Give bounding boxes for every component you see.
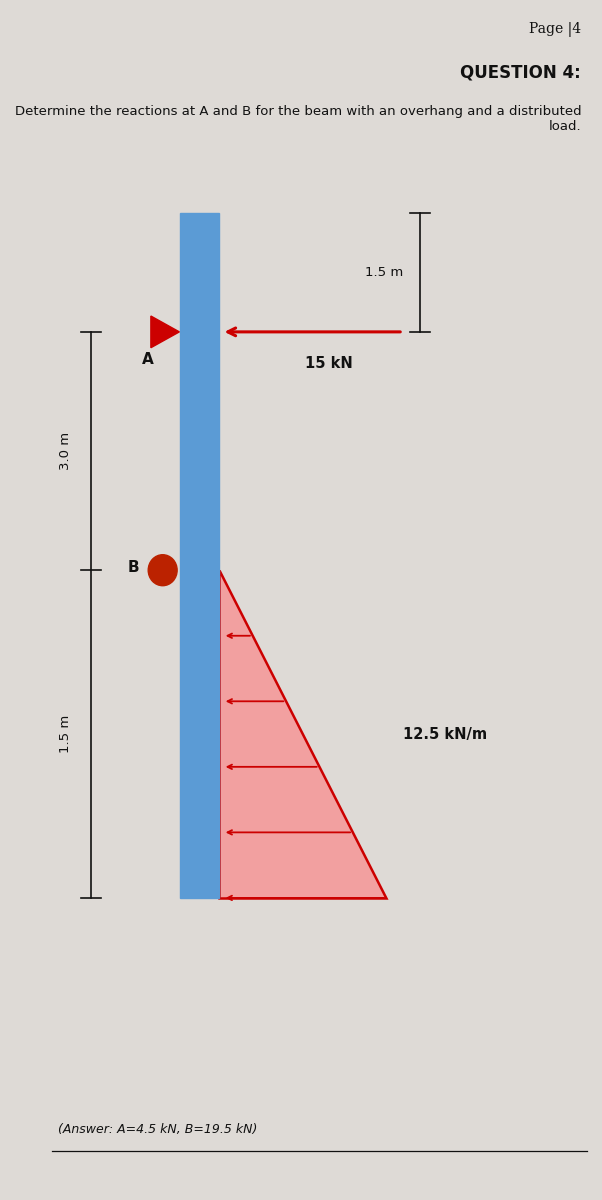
Polygon shape: [220, 570, 386, 898]
Bar: [181, 212, 220, 898]
Text: Determine the reactions at A and B for the beam with an overhang and a distribut: Determine the reactions at A and B for t…: [14, 106, 581, 133]
Text: A: A: [142, 353, 154, 367]
Polygon shape: [151, 316, 179, 348]
Circle shape: [148, 554, 177, 586]
Text: QUESTION 4:: QUESTION 4:: [461, 64, 581, 82]
Text: Page |4: Page |4: [529, 22, 581, 37]
Text: 1.5 m: 1.5 m: [59, 715, 72, 754]
Text: 1.5 m: 1.5 m: [365, 265, 403, 278]
Text: 12.5 kN/m: 12.5 kN/m: [403, 726, 487, 742]
Text: (Answer: A=4.5 kN, B=19.5 kN): (Answer: A=4.5 kN, B=19.5 kN): [58, 1123, 258, 1136]
Text: 15 kN: 15 kN: [305, 355, 353, 371]
Text: B: B: [128, 559, 139, 575]
Text: 3.0 m: 3.0 m: [59, 432, 72, 470]
